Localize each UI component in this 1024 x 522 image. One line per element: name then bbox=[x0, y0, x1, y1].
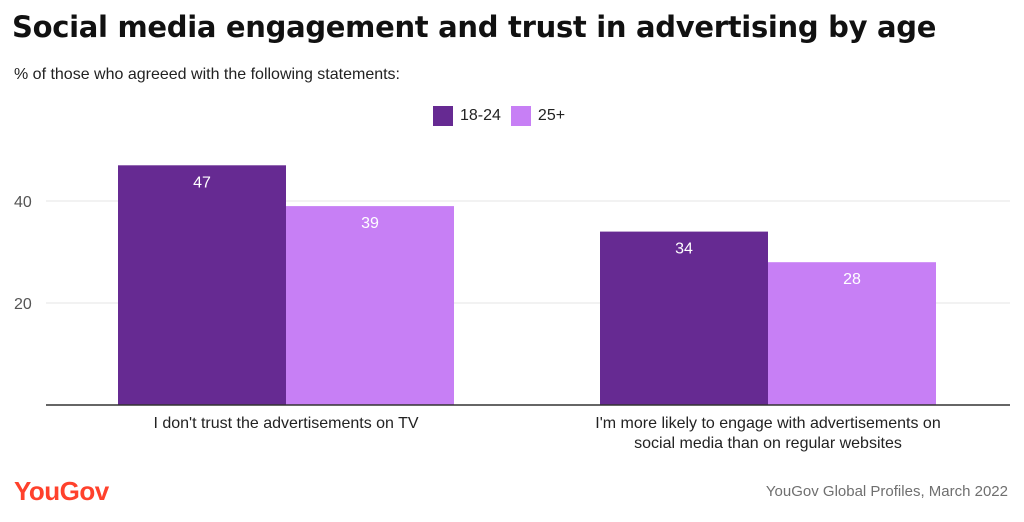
chart-title: Social media engagement and trust in adv… bbox=[12, 10, 937, 44]
y-tick-label: 20 bbox=[14, 296, 32, 313]
legend-swatch-25-plus bbox=[510, 106, 531, 126]
legend-item-25-plus: 25+ bbox=[510, 106, 566, 126]
bar-25-plus-1 bbox=[768, 262, 936, 405]
legend-item-18-24: 18-24 bbox=[433, 106, 501, 126]
category-label: I don't trust the advertisements on TV bbox=[153, 415, 418, 432]
y-tick-label: 40 bbox=[14, 194, 32, 211]
category-label: social media than on regular websites bbox=[634, 435, 902, 452]
bar-18-24-0 bbox=[118, 165, 286, 405]
legend-label-25-plus: 25+ bbox=[537, 107, 566, 124]
legend-label-18-24: 18-24 bbox=[460, 107, 501, 124]
data-label: 28 bbox=[843, 271, 861, 288]
bar-25-plus-0 bbox=[286, 206, 454, 405]
data-label: 34 bbox=[675, 241, 693, 258]
data-label: 39 bbox=[361, 215, 379, 232]
bar-18-24-1 bbox=[600, 231, 768, 405]
legend: 18-24 25+ bbox=[433, 106, 565, 126]
source-note: YouGov Global Profiles, March 2022 bbox=[765, 483, 1008, 500]
data-label: 47 bbox=[193, 174, 211, 191]
bar-chart: 20 40 47 39 I don't trust the advertisements… bbox=[14, 165, 1010, 452]
chart-subtitle: % of those who agreeed with the followin… bbox=[14, 66, 400, 83]
yougov-logo: YouGov bbox=[14, 476, 109, 506]
category-label: I'm more likely to engage with advertise… bbox=[595, 415, 940, 432]
legend-swatch-18-24 bbox=[433, 106, 453, 126]
